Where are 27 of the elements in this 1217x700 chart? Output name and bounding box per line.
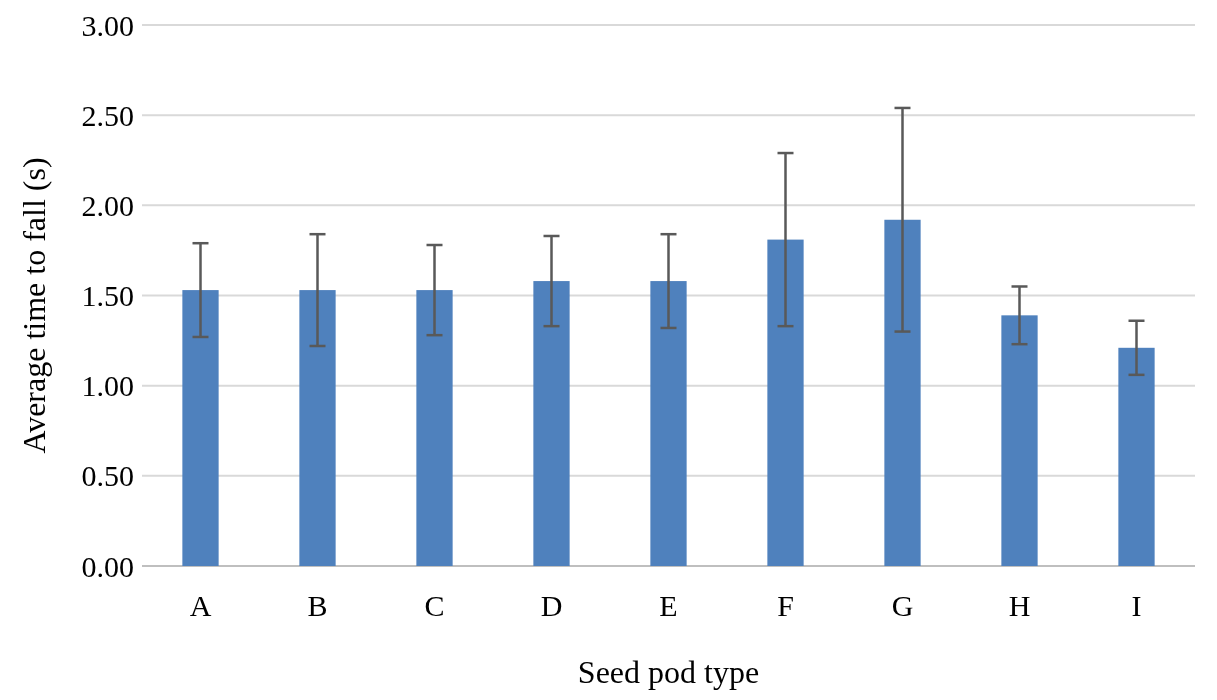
x-tick-label: H [1008,589,1031,622]
y-axis-title: Average time to fall (s) [16,157,52,454]
bar [416,290,453,566]
x-axis-title: Seed pod type [577,654,760,690]
x-tick-label: I [1131,589,1142,622]
x-tick-label: C [424,589,445,622]
bar [884,219,921,566]
x-tick-label: D [540,589,563,622]
x-tick-label: E [659,589,678,622]
y-tick-label: 1.50 [81,279,134,312]
x-tick-label: F [777,589,794,622]
y-tick-label: 2.50 [81,98,134,132]
bar [299,290,336,566]
bar [182,290,219,566]
bar [1001,315,1038,566]
bar [650,281,687,566]
bar [767,239,804,566]
y-tick-label: 3.00 [81,8,134,42]
y-tick-label: 0.00 [81,549,134,583]
x-tick-label: B [307,589,328,622]
y-tick-label: 2.00 [81,188,134,222]
x-tick-label: G [891,589,914,622]
bar [533,281,570,566]
y-tick-label: 1.00 [81,369,134,403]
y-tick-label: 0.50 [81,459,134,493]
bar [1118,347,1155,566]
x-tick-label: A [189,589,212,622]
